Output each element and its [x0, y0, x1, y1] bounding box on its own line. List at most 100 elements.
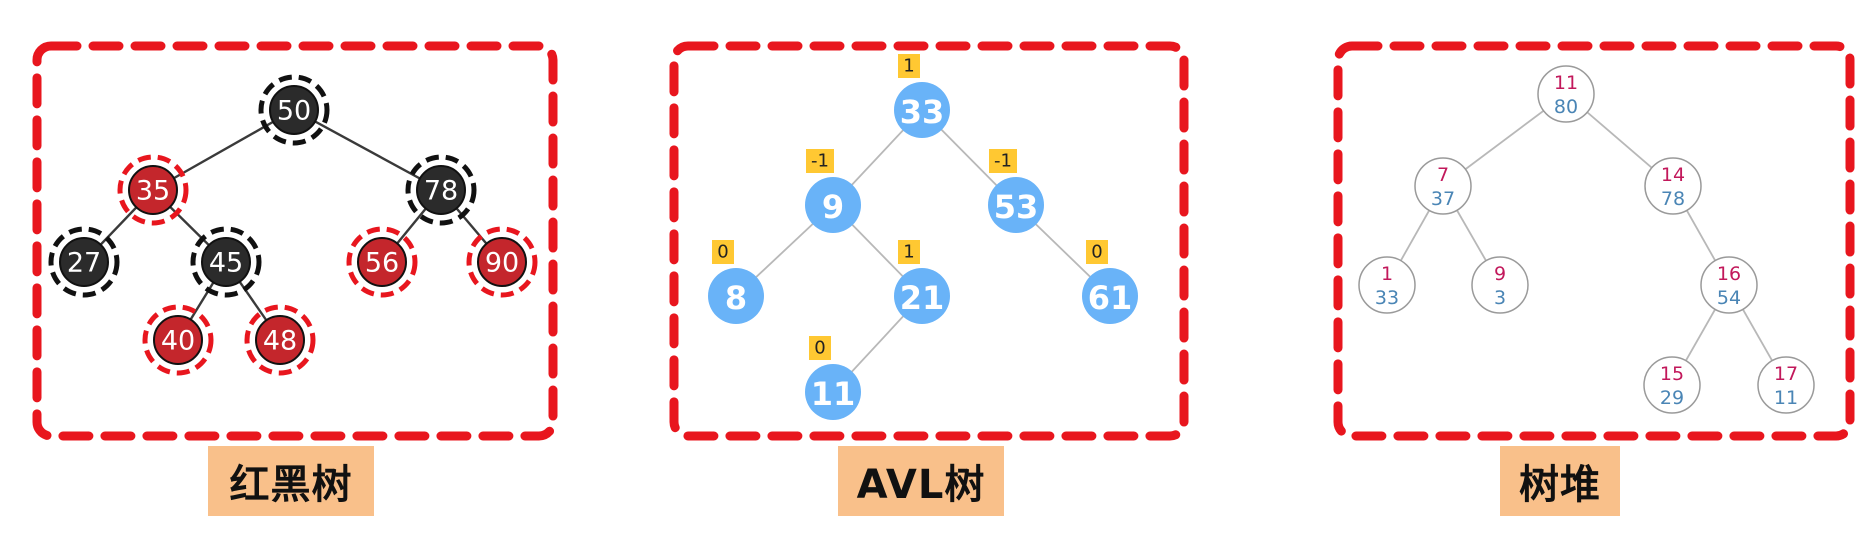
node-circle [201, 237, 251, 287]
node-key: 9 [1494, 263, 1506, 285]
balance-factor-label: -1 [811, 151, 829, 172]
node-halo [258, 74, 330, 146]
node-circle [269, 85, 319, 135]
balance-factor-badge [1086, 240, 1108, 264]
tree-node: 33 1 [894, 54, 950, 138]
node-halo [48, 226, 120, 298]
balance-factor-badge [898, 54, 920, 78]
node-circle [416, 165, 466, 215]
node-key: 1 [1381, 263, 1393, 285]
node-circle [477, 237, 527, 287]
node-priority: 80 [1554, 96, 1578, 118]
node-circle [988, 177, 1044, 233]
node-circle [1700, 256, 1758, 314]
node-priority: 29 [1660, 387, 1684, 409]
node-priority: 33 [1375, 287, 1399, 309]
node-label: 50 [277, 96, 311, 127]
node-label: 21 [900, 279, 945, 317]
node-circle [1644, 157, 1702, 215]
node-circle [894, 268, 950, 324]
node-label: 8 [725, 279, 747, 317]
node-circle [708, 268, 764, 324]
node-circle [805, 177, 861, 233]
node-circle [1643, 356, 1701, 414]
tree-edge [293, 108, 442, 192]
balance-factor-badge [898, 240, 920, 264]
node-circle [805, 364, 861, 420]
balance-factor-label: 0 [717, 242, 728, 263]
balance-factor-label: 1 [903, 56, 914, 77]
tree-node: 53 -1 [988, 149, 1044, 233]
tree-node: 50 [258, 74, 330, 146]
node-key: 7 [1437, 164, 1449, 186]
node-circle [1358, 256, 1416, 314]
red-black-tree: 50 35 78 27 45 56 90 40 48 [48, 74, 538, 376]
avl-tree-caption: AVL树 [838, 446, 1004, 516]
tree-node: 56 [346, 226, 418, 298]
tree-node: 61 0 [1082, 240, 1138, 324]
node-circle [357, 237, 407, 287]
node-circle [255, 315, 305, 365]
node-label: 90 [485, 248, 519, 279]
node-key: 15 [1660, 363, 1684, 385]
balance-factor-badge [712, 240, 734, 264]
node-halo [244, 304, 316, 376]
node-priority: 3 [1494, 287, 1506, 309]
node-label: 78 [424, 176, 458, 207]
node-circle [1414, 157, 1472, 215]
red-black-tree-caption: 红黑树 [208, 446, 374, 516]
node-halo [117, 154, 189, 226]
treap-frame [1333, 41, 1855, 441]
node-key: 14 [1661, 164, 1685, 186]
tree-node: 737 [1414, 157, 1472, 215]
balance-factor-label: 1 [903, 242, 914, 263]
node-circle [1471, 256, 1529, 314]
node-label: 9 [822, 188, 844, 226]
tree-node: 11 0 [805, 336, 861, 420]
tree-node: 9 -1 [805, 149, 861, 233]
balance-factor-badge [809, 336, 831, 360]
node-circle [1082, 268, 1138, 324]
node-label: 61 [1088, 279, 1133, 317]
node-halo [346, 226, 418, 298]
node-priority: 11 [1774, 387, 1798, 409]
node-circle [59, 237, 109, 287]
tree-node: 21 1 [894, 240, 950, 324]
node-label: 56 [365, 248, 399, 279]
node-key: 11 [1554, 72, 1578, 94]
tree-edge [152, 108, 295, 192]
node-label: 27 [67, 248, 101, 279]
node-circle [128, 165, 178, 215]
node-priority: 78 [1661, 188, 1685, 210]
balance-factor-label: 0 [814, 338, 825, 359]
node-label: 53 [994, 188, 1039, 226]
tree-edges [1386, 93, 1787, 386]
balance-factor-badge [989, 149, 1017, 173]
node-halo [466, 226, 538, 298]
node-circle [1757, 356, 1815, 414]
tree-edges [735, 109, 1111, 393]
tree-node: 48 [244, 304, 316, 376]
balance-factor-badge [806, 149, 834, 173]
node-halo [190, 226, 262, 298]
balance-factor-label: -1 [994, 151, 1012, 172]
tree-node: 93 [1471, 256, 1529, 314]
tree-node: 133 [1358, 256, 1416, 314]
node-label: 35 [136, 176, 170, 207]
node-label: 11 [811, 375, 856, 413]
node-circle [1537, 65, 1595, 123]
treap-caption: 树堆 [1500, 446, 1620, 516]
tree-node: 78 [405, 154, 477, 226]
red-black-tree-frame [32, 41, 558, 441]
node-key: 16 [1717, 263, 1741, 285]
node-circle [153, 315, 203, 365]
node-label: 40 [161, 326, 195, 357]
node-label: 48 [263, 326, 297, 357]
